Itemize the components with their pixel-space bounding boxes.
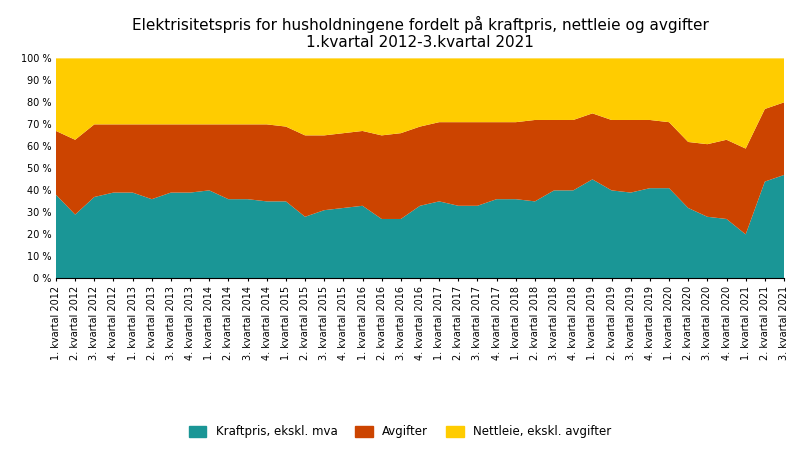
Title: Elektrisitetspris for husholdningene fordelt på kraftpris, nettleie og avgifter
: Elektrisitetspris for husholdningene for… (131, 16, 709, 50)
Legend: Kraftpris, ekskl. mva, Avgifter, Nettleie, ekskl. avgifter: Kraftpris, ekskl. mva, Avgifter, Nettlei… (184, 421, 616, 443)
